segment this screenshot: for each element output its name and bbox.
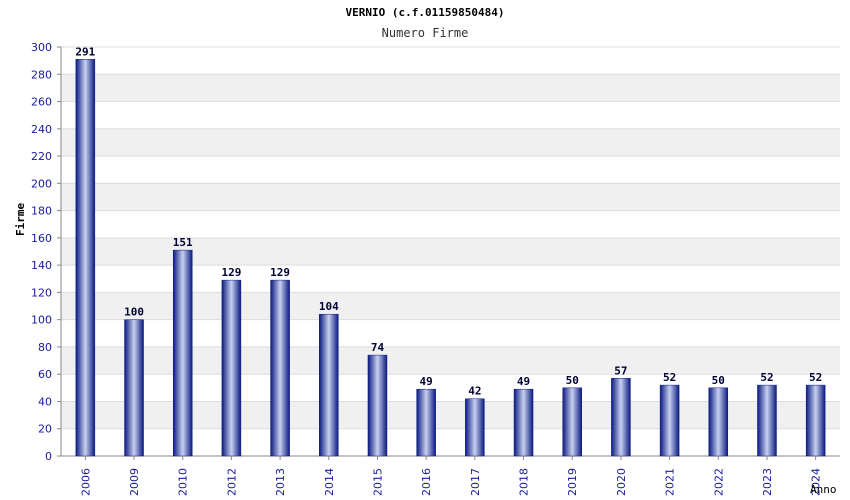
bar-value-label: 151 — [173, 236, 193, 249]
y-tick-label: 240 — [31, 123, 52, 136]
x-tick-label: 2019 — [566, 468, 579, 496]
bar-value-label: 129 — [270, 266, 290, 279]
grid-band — [61, 47, 840, 75]
y-tick-label: 160 — [31, 232, 52, 245]
bar — [416, 388, 436, 457]
bar-value-label: 291 — [75, 45, 95, 58]
x-tick-label: 2015 — [371, 468, 384, 496]
grid-band — [61, 210, 840, 238]
bar — [757, 384, 777, 457]
grid-band — [61, 128, 840, 157]
x-axis-label: Anno — [810, 483, 837, 496]
x-tick-label: 2024 — [810, 468, 823, 496]
x-tick-label: 2017 — [469, 468, 482, 496]
bar — [562, 387, 582, 457]
x-tick-label: 2010 — [177, 468, 190, 496]
y-tick-label: 100 — [31, 314, 52, 327]
grid-band — [61, 74, 840, 102]
y-tick-label: 180 — [31, 205, 52, 218]
bar-value-label: 100 — [124, 306, 144, 319]
bar-value-label: 104 — [319, 300, 339, 313]
x-tick-label: 2009 — [128, 468, 141, 496]
y-tick-label: 200 — [31, 177, 52, 190]
bar-value-label: 50 — [712, 374, 725, 387]
y-tick-label: 40 — [38, 395, 52, 408]
bar — [465, 398, 485, 457]
bar-value-label: 129 — [221, 266, 241, 279]
bar — [270, 279, 290, 457]
x-tick-label: 2022 — [712, 468, 725, 496]
y-tick-label: 260 — [31, 96, 52, 109]
x-tick-label: 2012 — [225, 468, 238, 496]
grid-band — [61, 101, 840, 129]
y-tick-label: 300 — [31, 41, 52, 54]
bar — [805, 384, 826, 457]
y-tick-label: 140 — [31, 259, 52, 272]
y-tick-label: 80 — [38, 341, 52, 354]
y-tick-label: 0 — [45, 450, 52, 463]
grid-band — [61, 183, 840, 211]
x-tick-label: 2020 — [615, 468, 628, 496]
bar-value-label: 57 — [614, 364, 627, 377]
bar-value-label: 50 — [566, 374, 579, 387]
bar — [319, 313, 339, 457]
x-tick-label: 2016 — [420, 468, 433, 496]
bar-value-label: 52 — [760, 371, 773, 384]
x-tick-label: 2006 — [79, 468, 92, 496]
bar — [75, 59, 96, 457]
y-tick-label: 60 — [38, 368, 52, 381]
y-tick-label: 280 — [31, 68, 52, 81]
bar — [513, 388, 534, 457]
bar-value-label: 74 — [371, 341, 385, 354]
bar — [124, 319, 144, 457]
grid-band — [61, 156, 840, 184]
bar-value-label: 52 — [663, 371, 676, 384]
bar — [172, 249, 193, 457]
chart-title: VERNIO (c.f.01159850484) — [345, 6, 505, 19]
x-tick-label: 2013 — [274, 468, 287, 496]
y-tick-label: 220 — [31, 150, 52, 163]
bar — [611, 378, 631, 457]
y-tick-label: 120 — [31, 286, 52, 299]
x-tick-label: 2014 — [323, 468, 336, 496]
bar — [708, 387, 729, 457]
x-tick-label: 2018 — [518, 468, 531, 496]
x-tick-label: 2023 — [761, 468, 774, 496]
bar-value-label: 49 — [517, 375, 530, 388]
y-tick-label: 20 — [38, 423, 52, 436]
bar — [221, 279, 242, 457]
bar — [659, 384, 680, 457]
chart-subtitle: Numero Firme — [381, 26, 469, 40]
bar-value-label: 49 — [420, 375, 433, 388]
bar-value-label: 42 — [468, 385, 481, 398]
bar — [367, 354, 388, 457]
y-axis-label: Firme — [14, 202, 27, 236]
x-tick-label: 2021 — [664, 468, 677, 496]
bar-value-label: 52 — [809, 371, 822, 384]
